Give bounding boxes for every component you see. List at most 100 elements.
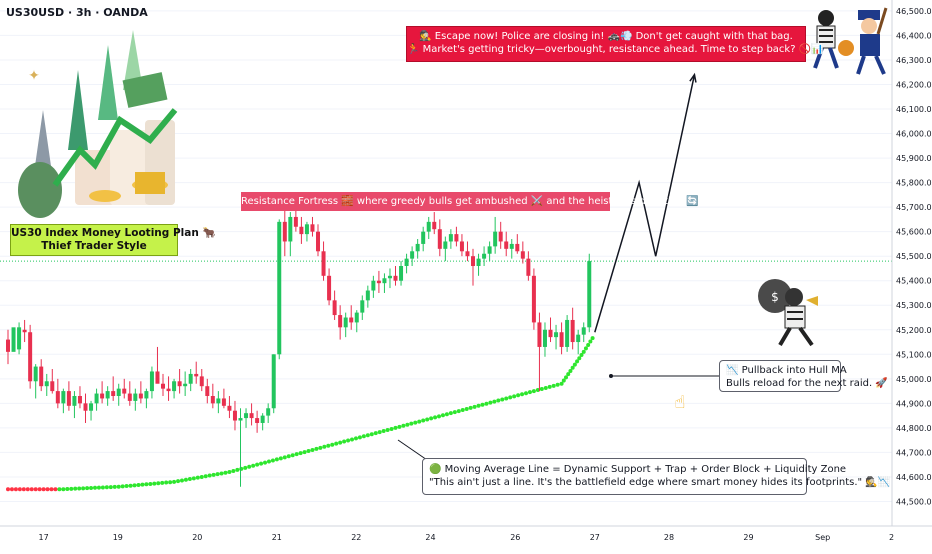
- ma-point: [219, 471, 224, 476]
- y-tick-label: 45,100.0: [896, 350, 932, 359]
- candle-body: [421, 231, 426, 244]
- ma-point: [369, 432, 374, 437]
- moving-average-note[interactable]: 🟢 Moving Average Line = Dynamic Support …: [422, 458, 890, 495]
- candle: [144, 388, 149, 409]
- candle-body: [565, 319, 570, 347]
- y-tick-label: 46,500.0: [896, 7, 932, 16]
- y-tick-label: 46,200.0: [896, 80, 932, 89]
- candle-body: [155, 371, 160, 384]
- ma-point: [361, 434, 366, 439]
- candle: [183, 371, 188, 396]
- candle: [349, 305, 354, 330]
- candle: [537, 312, 542, 392]
- price-axis-bg[interactable]: [892, 0, 932, 550]
- ma-point: [298, 451, 303, 456]
- x-tick-label: 29: [743, 533, 753, 542]
- ma-point: [128, 483, 133, 488]
- ma-point: [77, 486, 82, 491]
- candle-body: [482, 253, 487, 259]
- ma-point: [108, 485, 113, 490]
- candle-body: [77, 396, 82, 404]
- candle: [531, 268, 536, 330]
- candle: [587, 253, 592, 333]
- ma-point: [116, 484, 121, 489]
- candle: [581, 322, 586, 343]
- candle: [133, 388, 138, 411]
- candle-body: [399, 266, 404, 281]
- ma-point: [53, 487, 58, 492]
- ma-point: [535, 388, 540, 393]
- candle-body: [526, 258, 531, 276]
- ma-point: [69, 486, 74, 491]
- ma-point: [425, 417, 430, 422]
- ma-point: [294, 452, 299, 457]
- candle-body: [138, 393, 143, 399]
- candle-body: [515, 243, 520, 252]
- candle-body: [354, 312, 359, 323]
- candle: [116, 383, 121, 406]
- ma-point: [195, 475, 200, 480]
- pullback-note[interactable]: 📉 Pullback into Hull MA Bulls reload for…: [719, 360, 888, 392]
- candle: [105, 386, 110, 406]
- candle-body: [177, 381, 182, 387]
- ma-point: [266, 459, 271, 464]
- ma-point: [350, 437, 355, 442]
- candle-body: [548, 329, 553, 338]
- x-tick-label: 20: [192, 533, 202, 542]
- candle-body: [498, 231, 503, 242]
- candle-body: [437, 229, 442, 249]
- candle-body: [332, 300, 337, 316]
- candle-body: [426, 221, 431, 232]
- candle-body: [360, 300, 365, 313]
- candles-layer: [6, 207, 592, 487]
- y-tick-label: 45,500.0: [896, 252, 932, 261]
- ma-point: [512, 394, 517, 399]
- candle-body: [587, 261, 592, 328]
- candle: [17, 322, 22, 355]
- pointing-hand-icon: ☝: [675, 392, 686, 413]
- candle-body: [210, 396, 215, 404]
- ma-point: [274, 457, 279, 462]
- plan-note[interactable]: US30 Index Money Looting Plan 🐂 Thief Tr…: [10, 224, 216, 256]
- candle: [426, 216, 431, 240]
- ma-point: [179, 478, 184, 483]
- ma-point: [29, 487, 34, 492]
- ma-point: [504, 396, 509, 401]
- ma-point: [176, 479, 181, 484]
- ma-point: [468, 405, 473, 410]
- ma-point: [278, 456, 283, 461]
- projection-path: [594, 72, 697, 333]
- candle-body: [122, 388, 127, 394]
- candle-body: [476, 258, 481, 266]
- candle: [161, 373, 166, 396]
- ma-point: [373, 431, 378, 436]
- y-tick-label: 45,700.0: [896, 203, 932, 212]
- x-tick-label: 19: [113, 533, 123, 542]
- escape-note[interactable]: 🕵️ Escape now! Police are closing in! 🚓💨…: [406, 26, 824, 62]
- ma-point: [342, 439, 347, 444]
- candle-body: [365, 290, 370, 301]
- candle: [498, 221, 503, 249]
- candle: [548, 317, 553, 343]
- ma-point: [413, 420, 418, 425]
- candle-body: [454, 234, 459, 242]
- ma-point: [488, 400, 493, 405]
- ma-point: [527, 390, 532, 395]
- candle-body: [127, 393, 132, 401]
- candle: [493, 216, 498, 254]
- candle: [520, 241, 525, 264]
- ma-point: [437, 414, 442, 419]
- candle-body: [432, 221, 437, 230]
- candle: [205, 378, 210, 404]
- ma-point: [338, 440, 343, 445]
- candle-body: [321, 251, 326, 276]
- candle: [127, 381, 132, 406]
- resistance-note[interactable]: Resistance Fortress 🧱 where greedy bulls…: [241, 192, 699, 211]
- ma-point: [460, 408, 465, 413]
- candle-body: [581, 327, 586, 335]
- candle: [94, 388, 99, 411]
- candle-body: [277, 221, 282, 355]
- candle: [432, 212, 437, 235]
- ma-point: [520, 392, 525, 397]
